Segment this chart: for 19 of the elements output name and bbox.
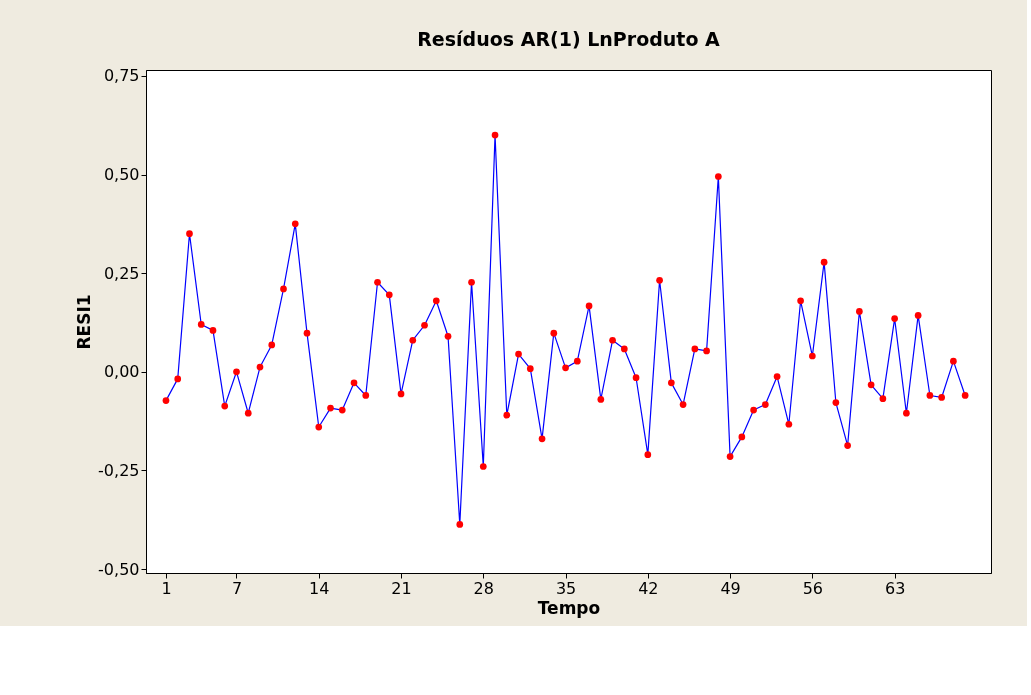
x-tick-label: 1 [161, 578, 172, 598]
x-tick-label: 7 [231, 578, 243, 598]
x-tick-label: 63 [884, 578, 906, 598]
x-tick-label: 21 [391, 578, 412, 598]
x-axis-title: Tempo [537, 597, 601, 618]
y-tick-label: 0,50 [103, 165, 140, 185]
y-axis-title: RESI1 [74, 294, 95, 350]
chart-title: Resíduos AR(1) LnProduto A [417, 27, 721, 50]
x-tick-label: 49 [720, 578, 741, 598]
x-tick-label: 28 [473, 578, 494, 598]
x-tick-label: 42 [638, 578, 659, 598]
y-tick-label: -0,50 [98, 559, 140, 579]
y-tick-label: 0,75 [103, 66, 140, 86]
y-tick-label: -0,25 [98, 460, 140, 480]
y-tick-label: 0,00 [103, 362, 140, 382]
x-tick-label: 14 [309, 578, 330, 598]
x-tick-label: 35 [555, 578, 577, 598]
y-tick-label: 0,25 [103, 263, 140, 283]
x-tick-label: 56 [802, 578, 824, 598]
